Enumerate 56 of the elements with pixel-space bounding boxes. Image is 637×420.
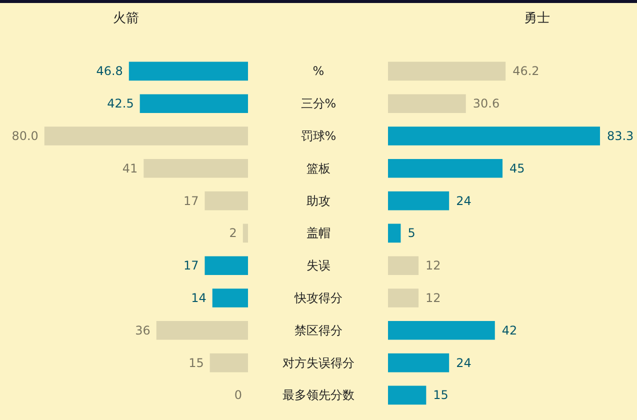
chart-title: 勇士 <box>524 11 550 26</box>
data-label: 17 <box>183 258 199 273</box>
y-tick-label: 盖帽 <box>306 226 330 240</box>
bar <box>388 191 450 210</box>
bar <box>388 126 600 146</box>
y-tick-label: 禁区得分 <box>294 323 342 338</box>
data-label: 2 <box>229 226 237 240</box>
y-tick-label: 篮板 <box>306 161 330 176</box>
data-label: 46.2 <box>512 64 540 78</box>
bar <box>204 256 248 275</box>
y-tick-label: 助攻 <box>306 194 330 208</box>
bar <box>388 386 426 405</box>
data-label: 15 <box>433 388 448 402</box>
bar <box>140 94 248 113</box>
bar <box>204 191 248 210</box>
y-tick-label: 最多领先分数 <box>282 388 354 402</box>
bar <box>44 126 248 146</box>
y-tick-label: % <box>312 64 324 78</box>
y-tick-label: 罚球% <box>300 128 336 143</box>
bar <box>144 159 248 178</box>
data-label: 83.3 <box>607 128 634 143</box>
bar <box>212 288 248 308</box>
bar <box>128 62 248 81</box>
data-label: 30.6 <box>472 96 500 111</box>
bar <box>242 224 248 243</box>
bar <box>388 62 506 81</box>
bar <box>388 288 419 308</box>
bar <box>388 94 466 113</box>
data-label: 14 <box>191 290 206 305</box>
chart-title: 火箭 <box>113 11 139 26</box>
bar <box>388 224 401 243</box>
bar <box>210 353 248 372</box>
data-label: 45 <box>510 161 525 176</box>
data-label: 42 <box>502 323 518 338</box>
data-label: 15 <box>188 356 204 370</box>
bar <box>388 320 495 340</box>
data-label: 24 <box>456 194 472 208</box>
y-tick-label: 失误 <box>306 258 330 273</box>
data-label: 41 <box>122 161 138 176</box>
data-label: 80.0 <box>12 128 38 143</box>
data-label: 0 <box>234 388 242 402</box>
y-tick-label: 对方失误得分 <box>282 356 354 370</box>
y-tick-label: 快攻得分 <box>293 290 342 305</box>
data-label: 5 <box>408 226 416 240</box>
data-label: 17 <box>183 194 199 208</box>
data-label: 42.5 <box>107 96 134 111</box>
bar <box>156 320 248 340</box>
y-tick-label: 三分% <box>300 96 336 111</box>
bar <box>388 353 450 372</box>
data-label: 12 <box>426 258 441 273</box>
bar <box>388 159 503 178</box>
data-label: 12 <box>426 290 441 305</box>
data-label: 36 <box>135 323 150 338</box>
data-label: 46.8 <box>96 64 123 78</box>
bar <box>388 256 419 275</box>
data-label: 24 <box>456 356 472 370</box>
